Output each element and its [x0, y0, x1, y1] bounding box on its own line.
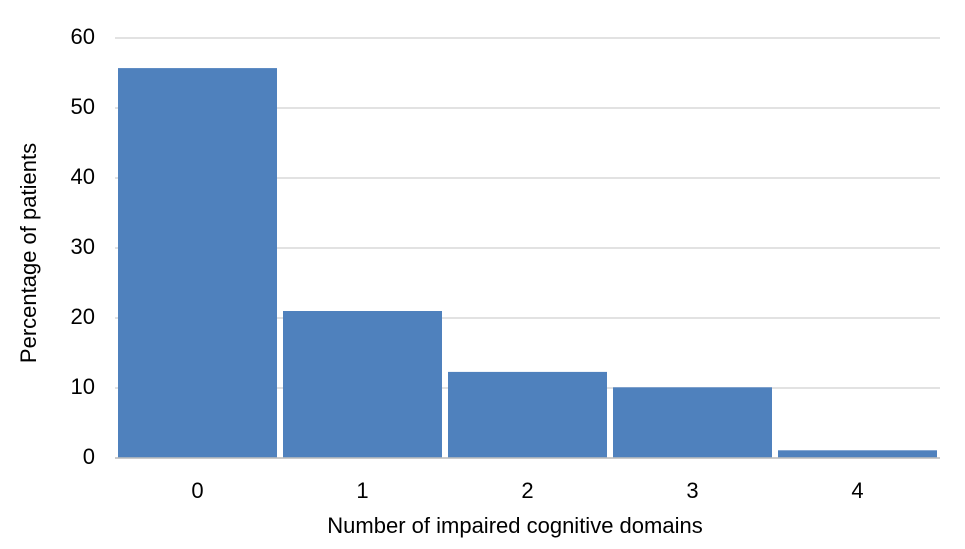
x-tick-label: 1	[356, 478, 368, 503]
y-tick-label: 40	[71, 164, 95, 189]
y-tick-label: 60	[71, 24, 95, 49]
y-tick-label: 30	[71, 234, 95, 259]
x-axis-title: Number of impaired cognitive domains	[327, 513, 702, 538]
bar	[448, 371, 607, 458]
y-tick-label: 50	[71, 94, 95, 119]
bar	[613, 387, 772, 458]
bar	[778, 450, 937, 458]
y-tick-label: 0	[83, 444, 95, 469]
bar	[118, 68, 277, 458]
y-axis-title: Percentage of patients	[16, 143, 41, 363]
y-tick-label: 10	[71, 374, 95, 399]
x-tick-label: 0	[191, 478, 203, 503]
x-tick-label: 3	[686, 478, 698, 503]
x-tick-label: 4	[851, 478, 863, 503]
bar	[283, 311, 442, 458]
x-tick-label: 2	[521, 478, 533, 503]
y-tick-label: 20	[71, 304, 95, 329]
